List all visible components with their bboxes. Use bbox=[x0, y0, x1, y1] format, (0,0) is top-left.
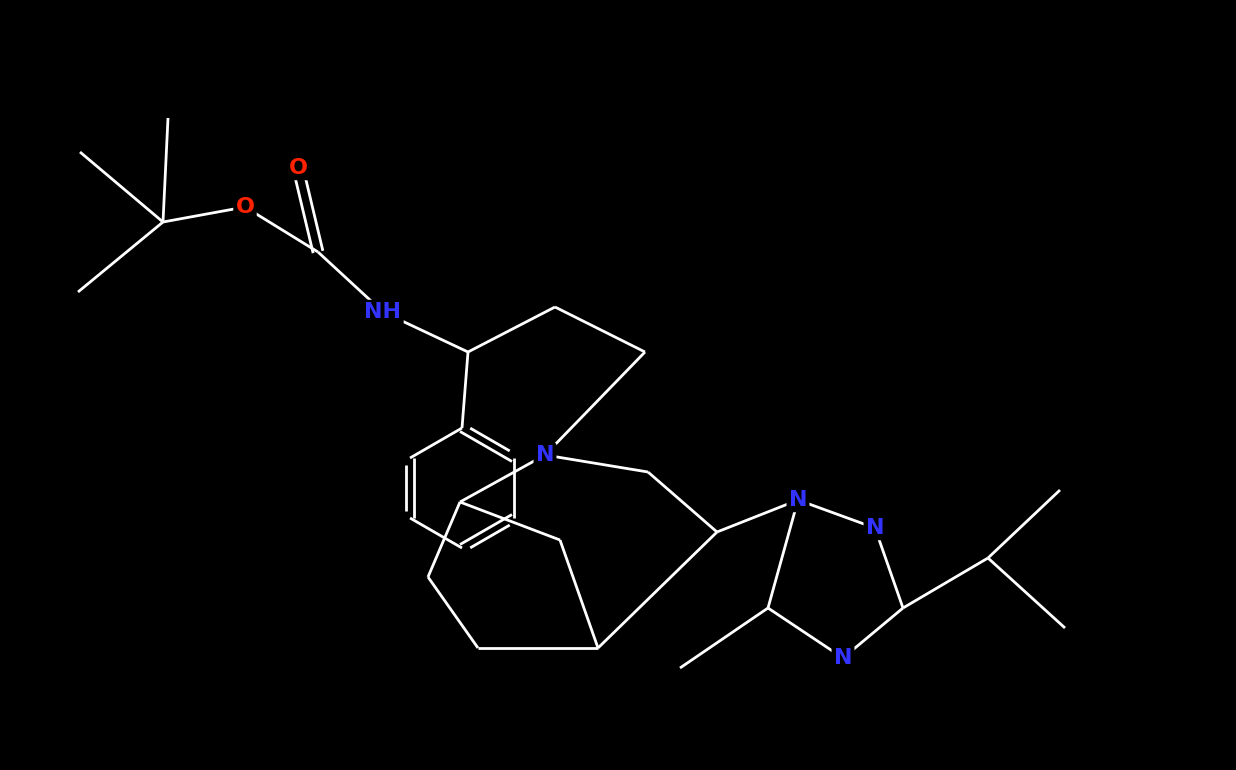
Text: N: N bbox=[535, 445, 554, 465]
Text: O: O bbox=[236, 197, 255, 217]
Text: NH: NH bbox=[365, 302, 402, 322]
Text: N: N bbox=[834, 648, 853, 668]
Text: O: O bbox=[288, 158, 308, 178]
Text: N: N bbox=[789, 490, 807, 510]
Text: N: N bbox=[865, 518, 884, 538]
